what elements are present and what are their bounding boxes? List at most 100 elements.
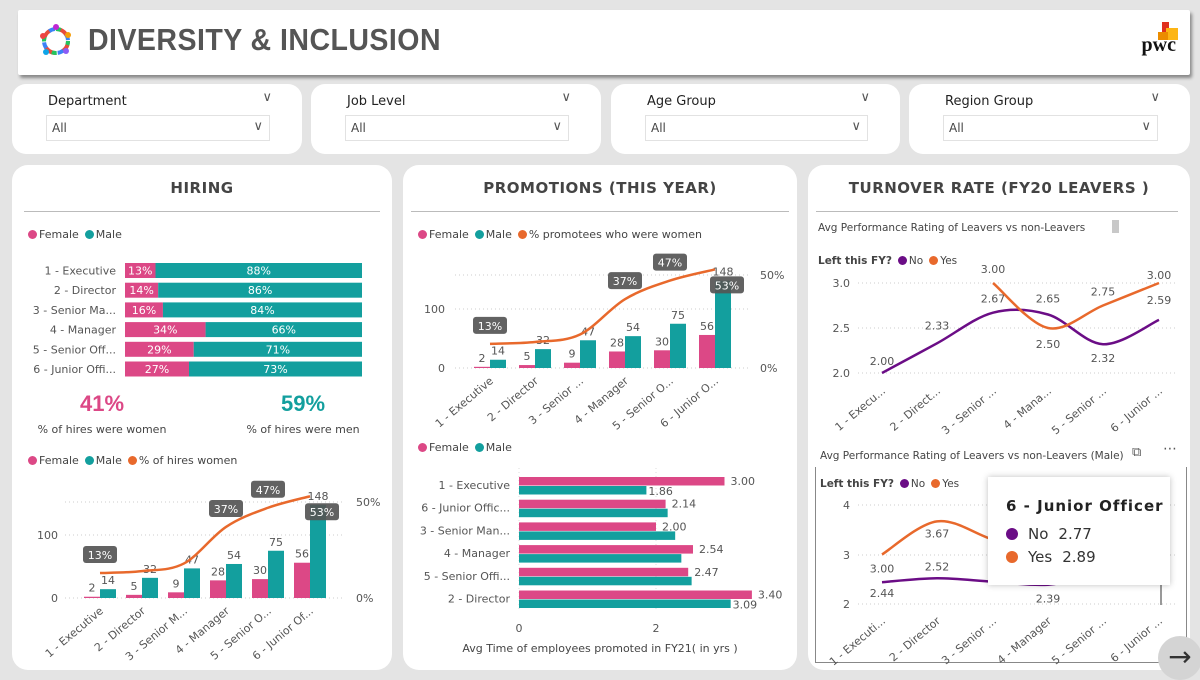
bar-female: [252, 579, 268, 598]
legend-male: Male: [84, 454, 122, 467]
tooltip-row-yes: Yes 2.89: [1006, 548, 1096, 566]
legend-no: No: [899, 478, 925, 490]
chevron-down-icon[interactable]: ∨: [860, 90, 870, 105]
chevron-down-icon: ∨: [851, 119, 861, 134]
chevron-down-icon[interactable]: ∨: [1150, 90, 1160, 105]
bar-female: [84, 596, 100, 598]
x-tick: 2: [653, 622, 660, 635]
bar-male: [100, 589, 116, 598]
bar-female: [519, 590, 752, 599]
data-label-yes: 3.00: [870, 563, 895, 576]
legend-female: Female: [418, 228, 469, 241]
category-label: 2 - Director: [448, 593, 511, 606]
category-label: 6 - Junior ...: [1108, 614, 1165, 665]
data-label-female: 2: [479, 352, 486, 365]
data-label-yes: 2.75: [1091, 286, 1116, 299]
data-label-yes: 3.67: [925, 527, 950, 540]
bar-male: [535, 349, 551, 368]
data-label-female: 28: [610, 336, 624, 349]
category-label: 1 - Executive: [43, 604, 106, 660]
filter-label: Job Level: [347, 94, 406, 109]
category-label: 1 - Executive: [433, 374, 496, 430]
data-label-male: 148: [308, 490, 329, 503]
x-tick: 0: [516, 622, 523, 635]
data-label-female: 9: [173, 577, 180, 590]
job-level-dropdown[interactable]: All ∨: [345, 115, 569, 141]
y-tick: 3: [843, 549, 850, 562]
category-label: 5 - Senior ...: [1049, 384, 1109, 437]
category-label: 1 - Executive: [44, 265, 116, 278]
kpi-women-value: 41%: [79, 391, 125, 416]
chart-title: Avg Performance Rating of Leavers vs non…: [820, 450, 1124, 462]
legend: Female Male % promotees who were women: [418, 228, 702, 241]
brand-name: pwc: [1141, 34, 1176, 56]
focus-mode-icon[interactable]: ⧉: [1132, 445, 1142, 460]
data-label-female: 27%: [145, 363, 169, 376]
scrollbar[interactable]: [1112, 220, 1119, 233]
legend-female: Female: [28, 228, 79, 241]
promotions-panel: PROMOTIONS (THIS YEAR) Female Male % pro…: [403, 165, 797, 670]
bar-female: [125, 341, 194, 357]
filter-job-level[interactable]: Job Level ∨ All ∨: [311, 84, 601, 154]
bar-male: [226, 563, 242, 598]
category-label: 5 - Senior ...: [1049, 614, 1109, 667]
age-group-dropdown[interactable]: All ∨: [645, 115, 868, 141]
pct-label: 37%: [214, 503, 238, 516]
filter-region-group[interactable]: Region Group ∨ All ∨: [909, 84, 1190, 154]
data-label-no: 2.00: [870, 355, 895, 368]
more-options-icon[interactable]: ⋯: [1163, 441, 1178, 457]
panel-title: PROMOTIONS (THIS YEAR): [483, 179, 717, 197]
filter-age-group[interactable]: Age Group ∨ All ∨: [611, 84, 900, 154]
bar-male: [519, 599, 731, 608]
data-label-female: 30: [655, 335, 669, 348]
y-tick: 2.5: [833, 322, 851, 335]
bar-female: [125, 282, 159, 298]
y2-tick: 50%: [760, 269, 784, 282]
bar-female: [168, 592, 184, 598]
data-label-female: 2: [89, 582, 96, 595]
bar-female: [564, 362, 580, 368]
category-label: 4 - Mana...: [1001, 384, 1054, 432]
divider: [816, 211, 1178, 212]
next-page-arrow-icon[interactable]: →: [1158, 636, 1200, 680]
pct-label-box: [653, 253, 687, 271]
data-label-male: 14: [491, 345, 505, 358]
pct-label: 53%: [310, 506, 334, 519]
bar-female: [294, 562, 310, 598]
bar-male: [193, 341, 362, 357]
data-label-female: 30: [253, 564, 267, 577]
data-label-male: 47: [581, 325, 595, 338]
diversity-logo-icon: [40, 24, 71, 55]
category-label: 3 - Senior ...: [939, 384, 999, 437]
legend-female: Female: [28, 454, 79, 467]
bar-female: [519, 499, 666, 509]
bar-male: [519, 576, 692, 586]
bar-male: [519, 554, 682, 563]
legend-yes: Yes: [931, 478, 959, 490]
category-label: 1 - Executive: [438, 479, 510, 492]
dashboard-title: DIVERSITY & INCLUSION: [88, 22, 442, 57]
bar-male: [188, 361, 362, 377]
pct-label: 13%: [88, 549, 112, 562]
data-label-yes: 3.00: [1147, 269, 1172, 282]
pct-label-box: [251, 480, 285, 498]
department-dropdown[interactable]: All ∨: [46, 115, 270, 141]
chevron-down-icon[interactable]: ∨: [561, 90, 571, 105]
legend-male: Male: [84, 228, 122, 241]
filter-department[interactable]: Department ∨ All ∨: [12, 84, 302, 154]
chevron-down-icon[interactable]: ∨: [262, 90, 272, 105]
data-label-yes: 3.00: [981, 263, 1006, 276]
bar-female: [654, 350, 670, 368]
pct-label: 37%: [613, 275, 637, 288]
region-group-dropdown[interactable]: All ∨: [943, 115, 1158, 141]
data-label-no: 2.65: [1036, 293, 1061, 306]
data-label-male: 1.86: [648, 485, 673, 498]
legend: Left this FY? No Yes: [818, 255, 958, 267]
divider: [411, 211, 789, 212]
category-label: 6 - Junior Offic...: [421, 502, 510, 515]
bar-male: [268, 550, 284, 598]
bar-male: [490, 359, 506, 368]
data-label-male: 14: [101, 574, 115, 587]
header-banner: DIVERSITY & INCLUSION pwc: [18, 10, 1190, 75]
category-label: 3 - Senior Ma...: [33, 304, 116, 317]
